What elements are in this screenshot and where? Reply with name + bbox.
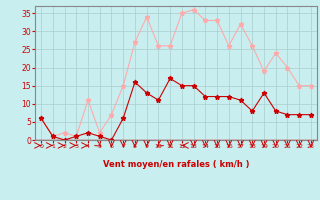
X-axis label: Vent moyen/en rafales ( km/h ): Vent moyen/en rafales ( km/h ) <box>103 160 249 169</box>
